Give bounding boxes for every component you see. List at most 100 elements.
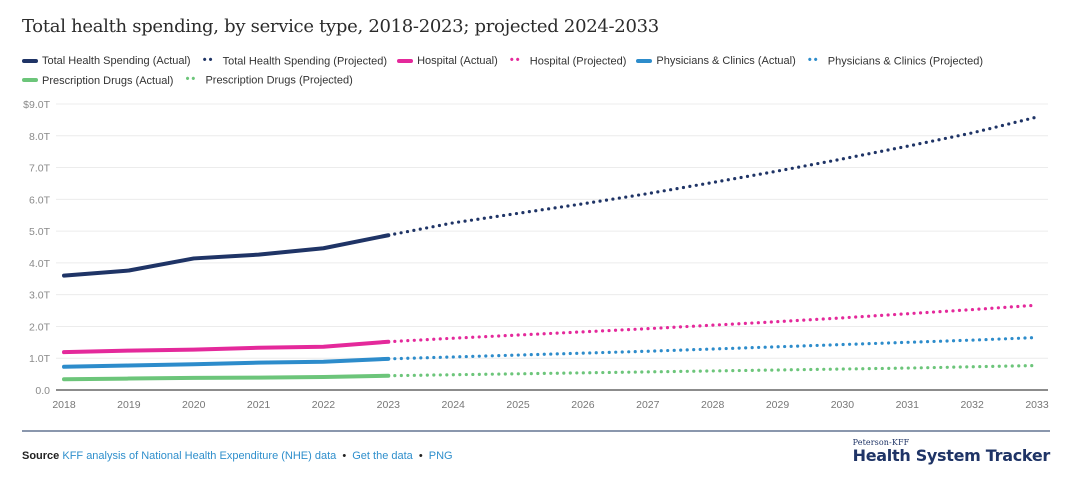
data-point-hospital [188,344,200,356]
data-point-total [58,270,70,282]
series-line-hospital-actual [62,339,391,355]
separator: • [418,450,423,462]
data-point-hospital [447,332,459,344]
data-point-hospital [382,336,394,348]
data-point-hospital [966,304,978,316]
peterson-kff-logo[interactable]: Peterson-KFF Health System Tracker [852,438,1051,465]
legend-item-drugs-projected[interactable]: •• Prescription Drugs (Projected) [183,71,353,90]
data-point-physicians [253,357,265,369]
data-point-drugs [317,371,329,383]
legend-item-drugs-actual[interactable]: Prescription Drugs (Actual) [22,72,173,91]
legend-item-total-projected[interactable]: •• Total Health Spending (Projected) [201,52,387,71]
png-download-link[interactable]: PNG [428,450,453,462]
source-link[interactable]: KFF analysis of National Health Expendit… [62,450,337,462]
y-tick-label: $9.0T [23,99,50,111]
data-point-hospital [1031,299,1043,311]
source-label: Source [22,450,60,462]
legend-label: Total Health Spending (Actual) [42,55,191,68]
y-tick-label: 6.0T [29,194,51,206]
legend-item-physicians-projected[interactable]: •• Physicians & Clinics (Projected) [806,52,983,71]
data-point-drugs [58,373,70,385]
series-line-physicians-actual [62,356,391,369]
y-tick-label: 7.0T [29,163,51,175]
logo-title: Health System Tracker [852,446,1051,465]
data-point-total [512,207,524,219]
data-point-total [901,140,913,152]
x-tick-label: 2018 [52,399,76,411]
data-point-physicians [317,356,329,368]
series-line-hospital-projected [386,303,1039,344]
x-tick-label: 2026 [571,399,595,411]
data-point-hospital [58,346,70,358]
data-point-physicians [188,358,200,370]
data-point-drugs [642,366,654,378]
legend-line-swatch [22,58,38,63]
y-tick-label: 2.0T [29,321,51,333]
legend-item-hospital-projected[interactable]: •• Hospital (Projected) [508,52,627,71]
data-point-total [966,127,978,139]
legend-dot-swatch: •• [509,54,522,66]
data-point-physicians [772,341,784,353]
data-point-physicians [58,361,70,373]
data-point-drugs [836,363,848,375]
data-point-hospital [123,345,135,357]
y-tick-label: 3.0T [29,290,51,302]
data-point-hospital [642,323,654,335]
data-point-hospital [512,329,524,341]
data-point-physicians [836,339,848,351]
x-tick-label: 2023 [377,399,401,411]
legend-label: Hospital (Actual) [417,55,498,68]
data-point-physicians [447,351,459,363]
data-point-hospital [707,319,719,331]
x-tick-label: 2022 [312,399,336,411]
legend-dot-swatch: •• [185,73,198,86]
data-point-physicians [512,349,524,361]
series-line-drugs-projected [386,363,1039,378]
data-point-drugs [966,361,978,373]
series-line-total-actual [62,233,391,278]
legend-item-hospital-actual[interactable]: Hospital (Actual) [397,52,498,71]
legend-line-swatch [22,77,38,82]
y-tick-label: 5.0T [29,226,51,238]
chart-title: Total health spending, by service type, … [22,16,659,37]
x-tick-label: 2030 [831,399,855,411]
data-point-physicians [707,343,719,355]
data-point-drugs [901,362,913,374]
chart-legend: Total Health Spending (Actual) •• Total He… [22,52,1062,91]
get-the-data-link[interactable]: Get the data [352,450,413,462]
legend-label: Physicians & Clinics (Actual) [656,55,796,68]
x-tick-label: 2033 [1025,399,1049,411]
data-point-physicians [382,353,394,365]
x-tick-label: 2029 [766,399,790,411]
source-line: Source KFF analysis of National Health E… [22,450,453,462]
series-line-physicians-projected [386,335,1039,361]
x-tick-label: 2021 [247,399,271,411]
series-line-total-projected [386,115,1039,237]
footer-divider [22,430,1050,432]
data-point-drugs [123,373,135,385]
y-tick-label: 0.0 [35,385,50,397]
data-point-hospital [772,316,784,328]
legend-item-physicians-actual[interactable]: Physicians & Clinics (Actual) [636,52,796,71]
data-point-drugs [382,370,394,382]
data-point-hospital [253,342,265,354]
data-point-total [382,229,394,241]
data-point-total [1031,111,1043,123]
legend-label: Hospital (Projected) [529,55,627,68]
legend-item-total-actual[interactable]: Total Health Spending (Actual) [22,52,191,71]
logo-subtitle: Peterson-KFF [852,438,910,447]
y-tick-label: 8.0T [29,131,51,143]
data-point-drugs [772,364,784,376]
x-tick-label: 2032 [960,399,984,411]
data-point-physicians [966,334,978,346]
data-point-drugs [188,372,200,384]
data-point-physicians [577,347,589,359]
legend-label: Physicians & Clinics (Projected) [827,55,984,68]
x-tick-label: 2024 [442,399,466,411]
data-point-physicians [123,360,135,372]
legend-dot-swatch: •• [807,54,820,66]
data-point-hospital [836,312,848,324]
data-point-total [642,188,654,200]
data-point-total [707,176,719,188]
y-tick-label: 1.0T [29,353,51,365]
